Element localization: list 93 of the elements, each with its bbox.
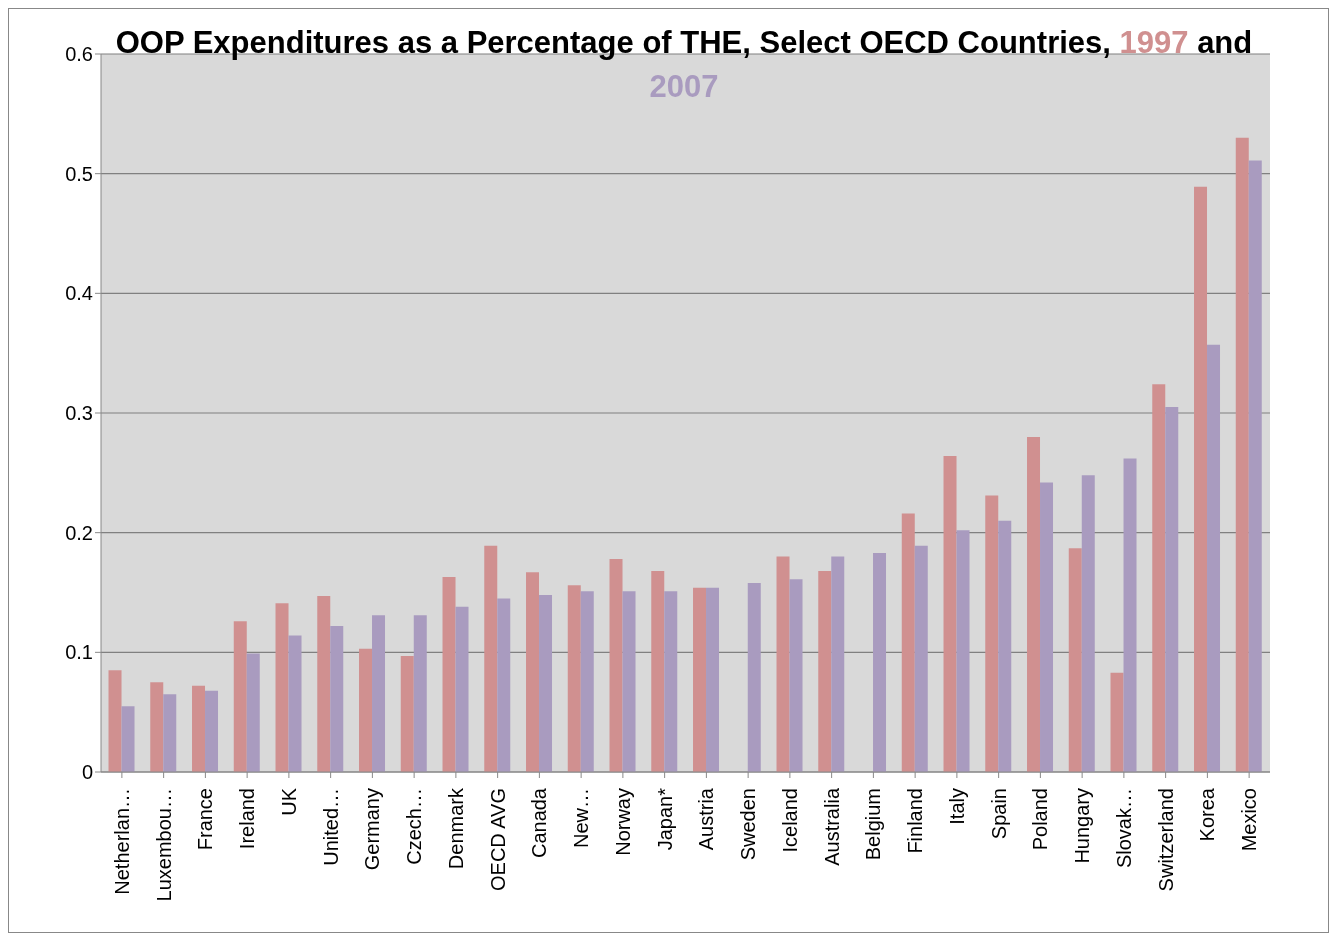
bar <box>956 530 970 772</box>
bar <box>121 706 135 772</box>
x-tick-label: Belgium <box>862 788 885 861</box>
bar <box>246 653 260 772</box>
x-tick-label: UK <box>277 787 300 816</box>
x-tick-label: OECD AVG <box>486 788 509 891</box>
x-tick-label: Sweden <box>737 788 760 861</box>
bar <box>442 576 456 772</box>
y-tick-label: 0 <box>81 761 93 784</box>
x-tick-label: Canada <box>528 787 551 859</box>
x-tick-label: Korea <box>1196 787 1219 842</box>
bar <box>330 626 344 772</box>
bar <box>413 615 427 772</box>
bar <box>205 690 219 772</box>
bar <box>1152 384 1166 772</box>
bar <box>1027 436 1041 772</box>
bar <box>831 556 845 772</box>
x-tick-label: Iceland <box>778 788 801 853</box>
bar <box>359 648 373 772</box>
x-tick-label: Luxembou… <box>152 788 175 902</box>
bar <box>664 591 678 772</box>
bar <box>317 596 331 772</box>
x-tick-label: Ireland <box>236 788 259 850</box>
annotation: and <box>1197 25 1253 60</box>
x-tick-label: Japan* <box>653 787 676 851</box>
bar <box>400 655 414 772</box>
bar <box>693 587 707 772</box>
bar <box>108 670 122 772</box>
x-tick-label: France <box>194 788 217 851</box>
y-tick-label: 0.5 <box>65 162 93 185</box>
chart-title: OOP Expenditures as a Percentage of THE, Select OECD Countries, <box>115 25 1111 60</box>
bar <box>651 570 665 772</box>
bar <box>1123 458 1137 772</box>
x-tick-label: Mexico <box>1238 788 1261 852</box>
y-tick-label: 0.6 <box>65 43 93 66</box>
bar <box>484 545 498 772</box>
y-tick-label: 0.1 <box>65 641 93 664</box>
bar <box>943 456 957 772</box>
bar <box>985 495 999 772</box>
x-tick-label: Poland <box>1029 788 1052 851</box>
x-tick-label: Austria <box>695 787 718 851</box>
bar <box>873 553 887 772</box>
bar <box>998 520 1012 772</box>
x-tick-label: Czech… <box>403 788 426 865</box>
x-tick-label: Switzerland <box>1154 788 1177 892</box>
bar <box>497 598 511 772</box>
bar <box>1248 160 1262 772</box>
bar <box>1207 344 1221 772</box>
bar <box>706 587 720 772</box>
bar <box>288 635 302 772</box>
bar <box>609 558 623 772</box>
x-tick-label: Australia <box>820 787 843 866</box>
bar <box>1235 137 1249 772</box>
bar <box>567 585 581 772</box>
bar <box>776 556 790 772</box>
bar <box>163 694 177 772</box>
x-tick-label: Norway <box>611 788 634 856</box>
bar <box>789 579 803 772</box>
bar <box>914 545 928 772</box>
x-tick-label: Germany <box>361 788 384 871</box>
bar <box>539 594 553 772</box>
bar <box>1040 482 1054 772</box>
x-tick-label: Spain <box>987 788 1010 840</box>
bar <box>1068 548 1082 772</box>
bar <box>818 570 832 772</box>
bar <box>455 606 469 772</box>
bar <box>622 591 636 772</box>
x-tick-label: Slovak… <box>1112 788 1135 869</box>
text: 1997 <box>1119 25 1189 60</box>
y-tick-label: 0.4 <box>65 282 93 305</box>
bar <box>275 603 289 772</box>
text: 2007 <box>649 69 719 104</box>
bar <box>901 513 915 772</box>
x-tick-label: New… <box>570 788 593 849</box>
bar <box>1194 186 1208 772</box>
bar <box>372 615 386 772</box>
x-tick-label: Italy <box>945 788 968 825</box>
x-tick-label: United… <box>319 788 342 866</box>
bar <box>233 621 247 772</box>
bar <box>747 582 761 772</box>
bar <box>192 685 206 772</box>
x-tick-label: Hungary <box>1071 788 1094 864</box>
bar <box>580 591 594 772</box>
x-tick-label: Denmark <box>444 787 467 870</box>
y-tick-label: 0.2 <box>65 521 93 544</box>
x-tick-label: Netherlan… <box>110 788 133 895</box>
bar <box>526 572 540 772</box>
x-tick-label: Finland <box>904 788 927 854</box>
bar <box>1165 407 1179 772</box>
bar <box>1081 475 1095 772</box>
bar <box>1110 672 1124 772</box>
y-tick-label: 0.3 <box>65 402 93 425</box>
bar <box>150 682 164 772</box>
